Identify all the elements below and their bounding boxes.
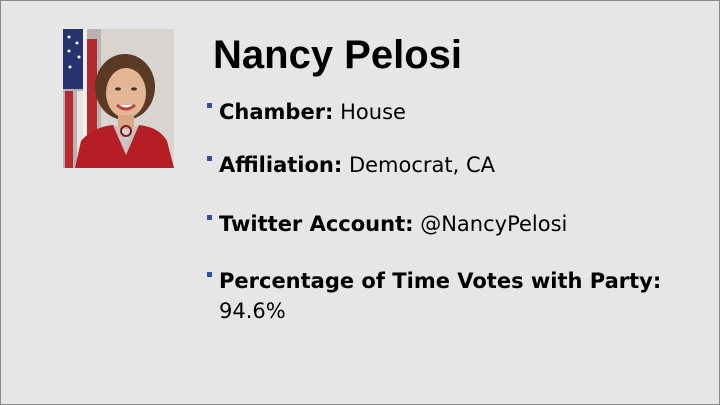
bullet-square-icon — [207, 272, 212, 277]
bullet-square-icon — [207, 215, 212, 220]
bullet-value: @NancyPelosi — [420, 212, 568, 236]
bullet-value: House — [340, 100, 406, 124]
bullet-affiliation: Affiliation: Democrat, CA — [207, 150, 495, 180]
bullet-text: Affiliation: Democrat, CA — [219, 150, 495, 180]
page-title: Nancy Pelosi — [213, 33, 463, 77]
bullet-square-icon — [207, 103, 212, 108]
bullet-party-votes: Percentage of Time Votes with Party: 94.… — [207, 266, 661, 326]
bullet-label: Twitter Account: — [219, 212, 414, 236]
bullet-value: 94.6% — [219, 299, 286, 323]
bullet-square-icon — [207, 156, 212, 161]
bullet-label: Percentage of Time Votes with Party: — [219, 269, 662, 293]
bullet-text: Percentage of Time Votes with Party: — [219, 266, 661, 296]
bullet-label: Affiliation: — [219, 153, 343, 177]
bullet-text: Twitter Account: @NancyPelosi — [219, 209, 567, 239]
bullet-chamber: Chamber: House — [207, 97, 406, 127]
bullet-label: Chamber: — [219, 100, 334, 124]
portrait-photo — [63, 29, 174, 168]
bullet-value: Democrat, CA — [348, 153, 496, 177]
bullet-twitter: Twitter Account: @NancyPelosi — [207, 209, 567, 239]
bullet-text: Chamber: House — [219, 97, 406, 127]
